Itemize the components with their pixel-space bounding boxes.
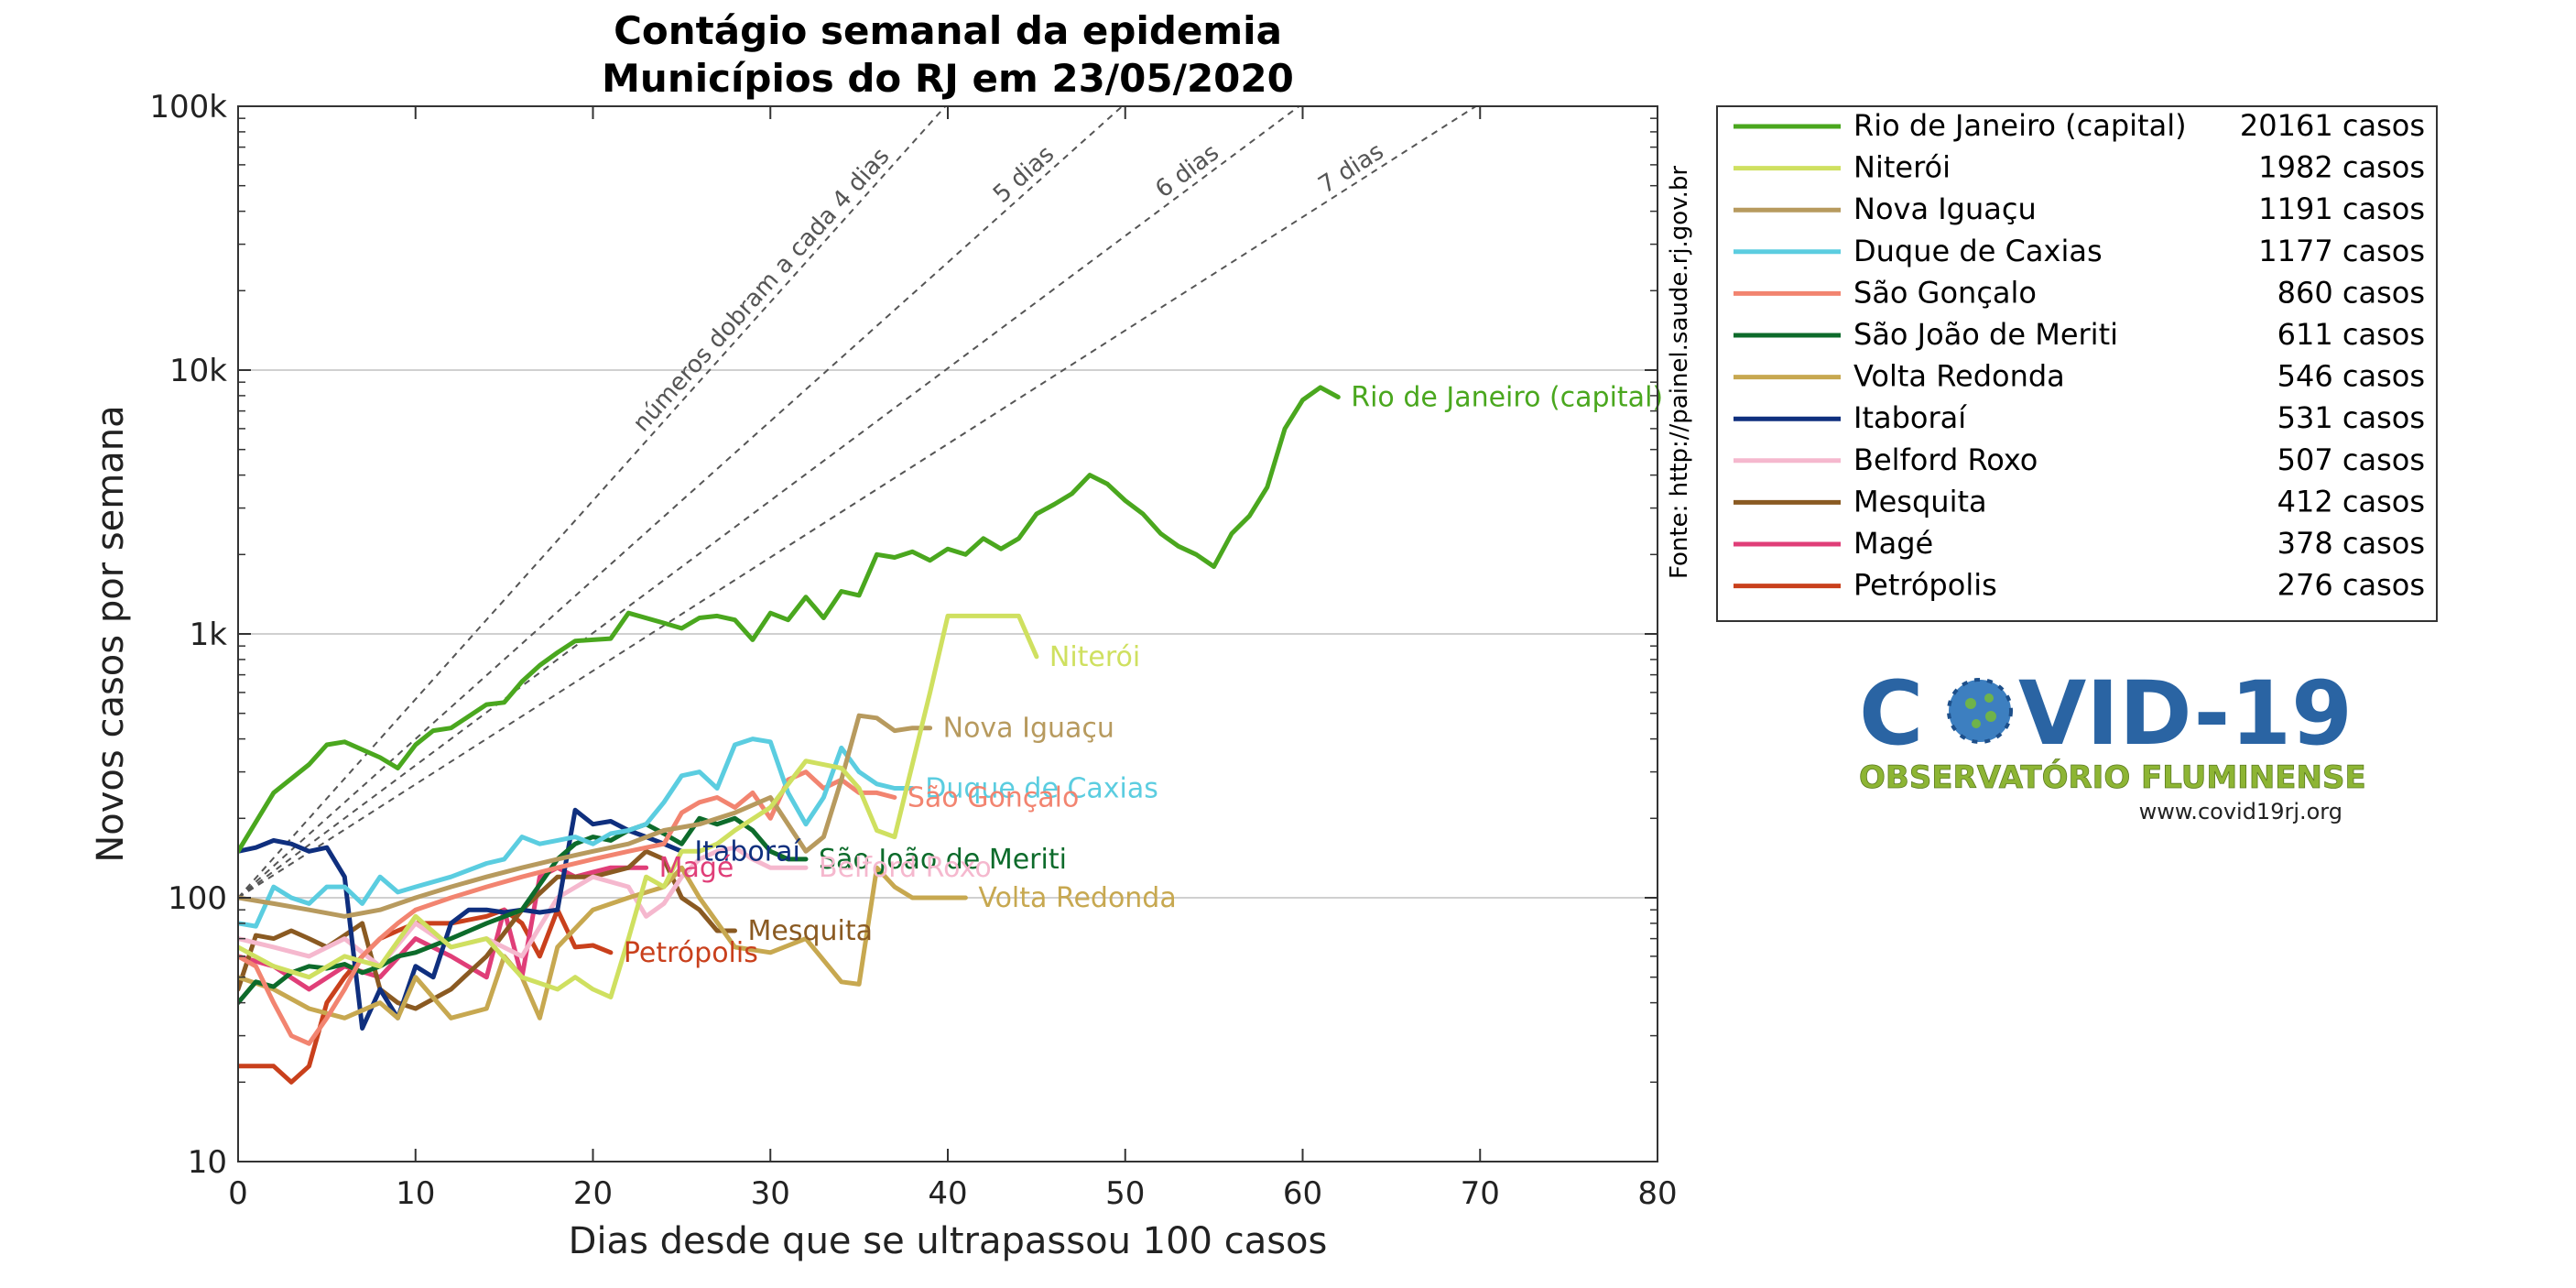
legend: Rio de Janeiro (capital) 20161 casos Niter…	[1734, 108, 2425, 603]
y-tick-label: 100k	[149, 89, 227, 126]
x-tick-label: 80	[1637, 1175, 1677, 1212]
legend-name: São João de Meriti	[1853, 317, 2118, 352]
legend-total: 531 casos	[2277, 400, 2425, 435]
series-line	[238, 865, 649, 992]
legend-total: 546 casos	[2277, 359, 2425, 394]
y-axis-label: Novos casos por semana	[90, 405, 132, 862]
x-axis-label: Dias desde que se ultrapassou 100 casos	[569, 1220, 1328, 1262]
legend-name: Magé	[1853, 526, 1933, 561]
doubling-label: 7 dias	[1314, 137, 1389, 199]
series-end-label: Itaboraí	[694, 835, 801, 868]
series-line	[238, 613, 1039, 999]
legend-total: 1191 casos	[2258, 191, 2425, 226]
series-end-label: Petrópolis	[624, 937, 758, 969]
x-tick-label: 30	[751, 1175, 790, 1212]
y-tick-label: 1k	[190, 617, 228, 653]
legend-name: Niterói	[1853, 150, 1951, 185]
chart-title: Contágio semanal da epidemia	[614, 8, 1282, 53]
legend-total: 20161 casos	[2240, 108, 2425, 143]
legend-total: 1177 casos	[2258, 234, 2425, 268]
legend-total: 276 casos	[2277, 568, 2425, 603]
legend-name: São Gonçalo	[1853, 275, 2037, 310]
series-line	[238, 713, 933, 919]
doubling-line	[238, 106, 947, 899]
series-end-label: Belford Roxo	[819, 852, 992, 884]
legend-name: Nova Iguaçu	[1853, 191, 2037, 226]
covid19-logo: C VID-19 OBSERVATÓRIO FLUMINENSE www.cov…	[1859, 662, 2366, 824]
series-end-label: Rio de Janeiro (capital)	[1351, 381, 1663, 413]
series-line	[238, 907, 614, 1085]
legend-name: Rio de Janeiro (capital)	[1853, 108, 2187, 143]
series-line	[238, 865, 968, 1021]
x-tick-label: 60	[1283, 1175, 1322, 1212]
y-tick-label: 10	[188, 1144, 227, 1181]
legend-total: 611 casos	[2277, 317, 2425, 352]
series-line	[238, 770, 897, 1046]
legend-name: Petrópolis	[1853, 568, 1997, 603]
doubling-labels: números dobram a cada 4 dias 5 dias 6 dias…	[628, 137, 1389, 437]
y-tick-label: 10k	[169, 353, 227, 389]
legend-name: Mesquita	[1853, 484, 1987, 518]
logo-subtitle: OBSERVATÓRIO FLUMINENSE	[1859, 759, 2366, 796]
series-end-label: Duque de Caxias	[925, 772, 1158, 804]
series-line	[238, 807, 684, 1031]
logo-text-c: C	[1859, 662, 1923, 765]
legend-box	[1716, 105, 2438, 622]
x-axis: 0 10 20 30 40 50 60 70 80	[228, 106, 1678, 1212]
x-tick-label: 20	[573, 1175, 613, 1212]
logo-text-vid19: VID-19	[2018, 662, 2353, 765]
chart-subtitle: Municípios do RJ em 23/05/2020	[602, 56, 1294, 101]
series-lines	[238, 385, 1341, 1085]
x-tick-label: 0	[228, 1175, 248, 1212]
x-tick-label: 10	[396, 1175, 435, 1212]
virus-icon	[1947, 678, 2013, 744]
legend-total: 860 casos	[2277, 275, 2425, 310]
x-tick-label: 40	[928, 1175, 967, 1212]
doubling-line	[238, 106, 1477, 899]
doubling-reference-lines	[238, 106, 1477, 899]
series-end-label: Nova Iguaçu	[943, 713, 1114, 745]
legend-total: 412 casos	[2277, 484, 2425, 518]
legend-name: Duque de Caxias	[1853, 234, 2103, 268]
grid-lines	[238, 369, 1658, 899]
legend-name: Itaboraí	[1853, 400, 1967, 435]
logo-url: www.covid19rj.org	[2139, 799, 2342, 824]
series-end-label: São João de Meriti	[819, 844, 1067, 876]
doubling-line	[238, 106, 1124, 899]
series-end-label: Magé	[659, 852, 734, 884]
series-end-labels: Rio de Janeiro (capital) Niterói Nova Igua…	[624, 381, 1663, 968]
y-axis: 10 100 1k 10k 100k	[149, 89, 1658, 1181]
legend-total: 378 casos	[2277, 526, 2425, 561]
x-tick-label: 70	[1461, 1175, 1500, 1212]
series-end-label: Niterói	[1049, 641, 1140, 673]
legend-total: 507 casos	[2277, 442, 2425, 477]
source-note: Fonte: http://painel.saude.rj.gov.br	[1666, 166, 1693, 579]
series-end-label: Mesquita	[748, 915, 874, 947]
series-line	[238, 845, 809, 969]
legend-name: Volta Redonda	[1853, 359, 2065, 394]
doubling-label: 5 dias	[988, 140, 1060, 208]
legend-total: 1982 casos	[2258, 150, 2425, 185]
y-tick-label: 100	[168, 880, 227, 917]
series-line	[238, 385, 1341, 854]
series-line	[238, 737, 915, 929]
doubling-line	[238, 106, 1300, 899]
series-end-label: Volta Redonda	[978, 882, 1176, 914]
series-end-label: São Gonçalo	[908, 781, 1080, 813]
x-tick-label: 50	[1105, 1175, 1145, 1212]
doubling-label: números dobram a cada 4 dias	[628, 143, 896, 437]
legend-name: Belford Roxo	[1853, 442, 2038, 477]
